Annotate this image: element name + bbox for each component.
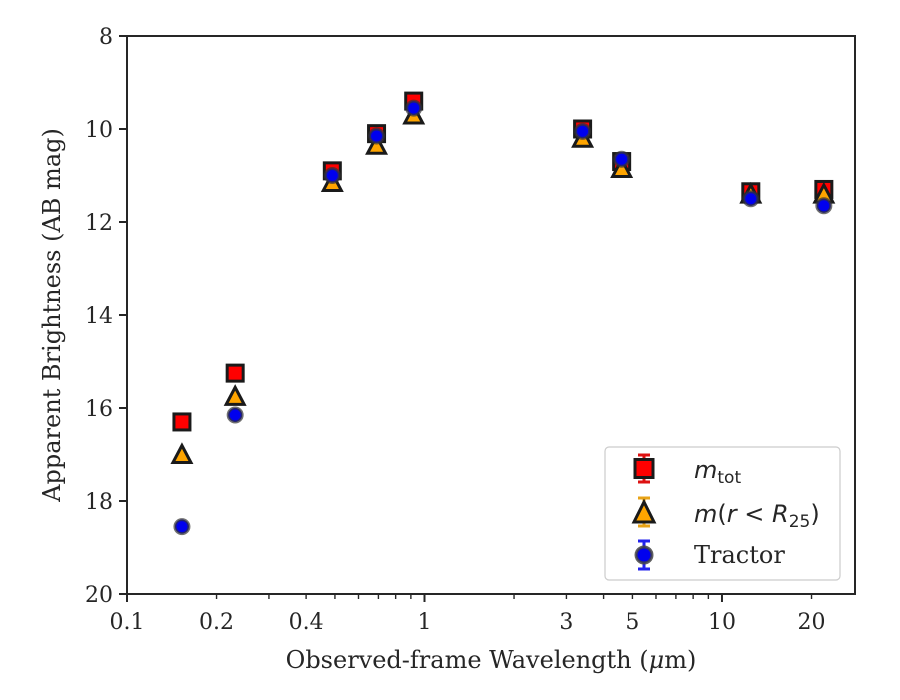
tractor-point [742,190,760,208]
x-axis-label-mu: μ [649,646,665,674]
mr-point [170,442,194,464]
legend: mtot m(r < R25) Tractor [604,446,841,581]
y-tick-label: 8 [99,25,113,50]
legend-mr-close: ) [810,500,819,528]
y-tick-label: 10 [85,118,113,143]
x-tick-label: 0.4 [289,610,324,635]
y-tick-label: 20 [85,583,113,608]
series-triangle [170,102,836,464]
legend-entry-tractor: Tractor [634,539,785,571]
legend-mr-R: R [772,500,789,528]
tractor-point [574,122,592,140]
mtot-point [225,363,245,383]
legend-mr-lt: < [737,500,772,528]
x-tick-label: 0.2 [199,610,234,635]
series-square [172,91,834,432]
legend-entry-mr: m(r < R25) [631,496,820,532]
legend-box [604,446,841,581]
data-marks-group [170,91,836,536]
x-tick-label: 5 [625,610,639,635]
legend-mr-sub: 25 [789,512,811,532]
mr-point [610,156,634,179]
x-tick-label: 1 [417,610,431,635]
y-axis-label: Apparent Brightness (AB mag) [38,128,66,503]
x-tick-label: 3 [559,610,573,635]
legend-label-mtot: mtot [694,456,741,488]
mr-point [223,384,247,406]
tractor-point [613,150,631,168]
legend-label-mr: m(r < R25) [694,500,820,532]
y-tick-label: 18 [85,490,113,515]
y-tick-label: 16 [85,397,113,422]
legend-square-marker-icon [633,458,655,479]
legend-mr-r: r [727,500,739,528]
tractor-point [173,518,191,536]
tractor-point [226,406,244,424]
ticks-group: 0.1 0.2 0.4 1 3 5 10 20 8 10 12 14 16 18 20 [85,25,826,635]
x-axis-label-suffix: m) [664,646,696,674]
tractor-point [368,127,386,145]
legend-mtot-sub: tot [717,468,741,488]
x-tick-label: 0.1 [110,610,145,635]
legend-mtot-base: m [694,456,717,484]
tractor-point [815,197,833,215]
legend-entry-mtot: mtot [633,453,741,488]
x-axis-label: Observed-frame Wavelength (μm) [286,646,697,674]
mtot-point [172,412,192,432]
y-tick-label: 12 [85,211,113,236]
legend-mr-m: m [694,500,717,528]
series-circle [173,99,833,536]
x-axis-label-prefix: Observed-frame Wavelength ( [286,646,649,674]
legend-mr-open: ( [717,500,726,528]
mr-point [365,133,389,155]
tractor-point [323,167,341,184]
x-tick-label: 10 [708,610,736,635]
x-tick-label: 20 [798,610,826,635]
y-tick-label: 14 [85,304,113,329]
tractor-point [405,99,423,117]
legend-circle-marker-icon [634,545,654,565]
legend-label-tractor: Tractor [694,541,785,569]
legend-triangle-marker-icon [631,498,657,524]
